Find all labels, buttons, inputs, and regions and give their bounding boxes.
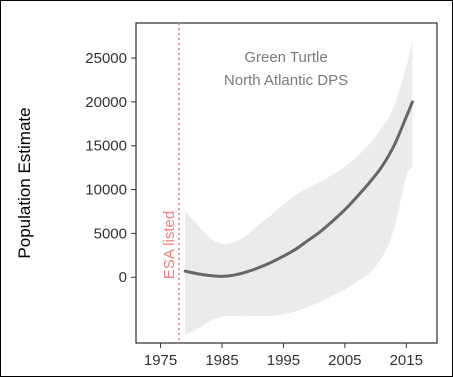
x-tick-label: 1995 [267,352,300,369]
x-tick-label: 2005 [328,352,361,369]
y-tick-label: 10000 [85,182,127,199]
y-tick-label: 20000 [85,94,127,111]
trend-line [183,100,414,278]
y-axis-title: Population Estimate [15,107,34,258]
x-tick-label: 1985 [205,352,238,369]
annotation-species: Green Turtle [244,49,327,66]
x-tick-label: 1975 [144,352,177,369]
reference-line-layer: ESA listed [161,23,180,343]
y-axis: 0 5000 10000 15000 20000 25000 [85,50,136,286]
y-tick-label: 5000 [94,225,127,242]
y-tick-label: 0 [119,269,127,286]
y-tick-label: 25000 [85,50,127,67]
esa-listed-label: ESA listed [161,211,178,279]
confidence-band [185,40,413,335]
x-axis: 1975 1985 1995 2005 2015 [144,343,423,369]
annotation-population-segment: North Atlantic DPS [224,72,348,89]
confidence-band-layer [185,40,413,335]
x-tick-label: 2015 [390,352,423,369]
y-tick-label: 15000 [85,138,127,155]
trend-line-layer [183,100,414,278]
